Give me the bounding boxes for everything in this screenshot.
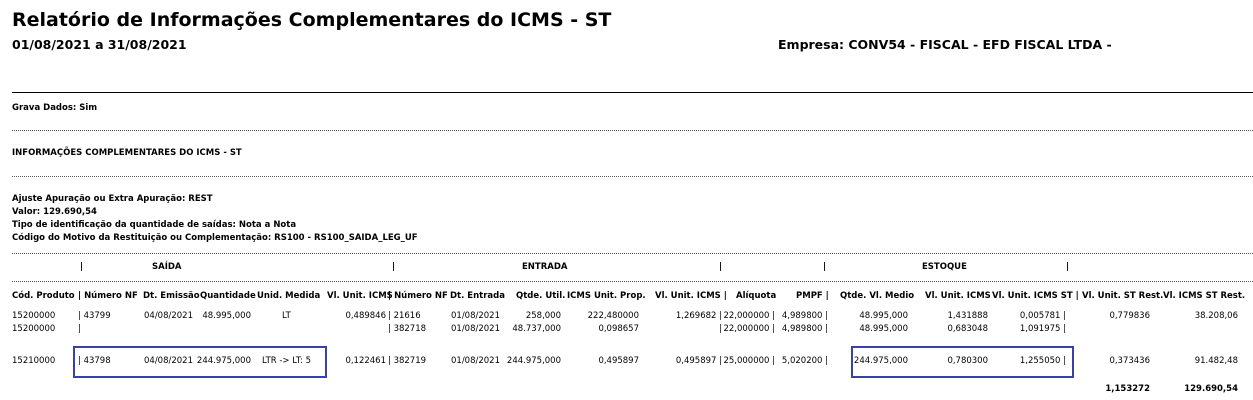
section-title: INFORMAÇÕES COMPLEMENTARES DO ICMS - ST [12,148,242,158]
table-cell: 0,683048 [947,324,988,334]
col-header: Qtde. Util. [516,291,566,301]
table-cell: 258,000 [525,311,561,321]
table-cell: 01/08/2021 [451,356,500,366]
col-header: Unid. Medida [257,291,321,301]
header-divider [12,92,1253,93]
table-cell: 91.482,48 [1194,356,1238,366]
col-header: Vl. Unit. ICMS [925,291,991,301]
table-cell: 1,091975 | [1019,324,1066,334]
dotted-divider [12,130,1253,131]
table-cell: 38.208,06 [1194,311,1238,321]
col-header: Vl. Unit. ICMS | [655,291,727,301]
table-cell: 22,000000 | [723,311,775,321]
group-separator: | [719,262,723,272]
total-vl-icms-st-rest: 129.690,54 [1184,384,1238,394]
col-header: Dt. Emissão [143,291,200,301]
table-cell: 4,989800 | [781,311,828,321]
info-line: Tipo de identificação da quantidade de s… [12,220,297,230]
col-header: Quantidade [200,291,256,301]
col-header: Vl. Unit. ICMS [327,291,393,301]
total-vl-unit-st-rest: 1,153272 [1105,384,1150,394]
table-cell: 0,005781 | [1019,311,1066,321]
col-header: Vl. ICMS ST Rest. [1163,291,1246,301]
table-cell: 15210000 [12,356,56,366]
table-cell: | 21616 [388,311,421,321]
company-name: Empresa: CONV54 - FISCAL - EFD FISCAL LT… [778,37,1112,52]
table-cell: 01/08/2021 [451,311,500,321]
highlight-box-saida [73,346,327,378]
table-cell: 48.995,000 [859,324,908,334]
col-header: Alíquota [736,291,777,301]
table-cell: | [78,324,81,334]
table-cell: 15200000 [12,324,56,334]
report-period: 01/08/2021 a 31/08/2021 [12,37,187,52]
table-cell: 0,495897 [598,356,639,366]
info-line: Valor: 129.690,54 [12,207,97,217]
col-header: ICMS Unit. Prop. [567,291,646,301]
table-cell: 04/08/2021 [144,356,193,366]
dotted-divider [12,253,1253,254]
col-header: PMPF | [796,291,829,301]
group-separator: | [392,262,396,272]
table-cell: | 43799 [78,311,111,321]
table-cell: 0,373436 [1109,356,1150,366]
info-line: Ajuste Apuração ou Extra Apuração: REST [12,194,213,204]
col-header: Dt. Entrada [450,291,505,301]
report-title: Relatório de Informações Complementares … [12,9,612,31]
table-cell: 15200000 [12,311,56,321]
info-line: Código do Motivo da Restituição ou Compl… [12,233,418,243]
table-cell: 244.975,000 [853,356,908,366]
table-cell: 222,480000 [587,311,639,321]
dotted-divider [12,176,1253,177]
table-cell: | [719,324,722,334]
table-cell: | 382718 [388,324,427,334]
col-header: Cód. Produto [12,291,75,301]
table-cell: LTR -> LT: 5 [262,356,312,366]
table-cell: 25,000000 | [723,356,775,366]
table-cell: 244.975,000 [196,356,251,366]
table-cell: 22,000000 | [723,324,775,334]
table-cell: 244.975,000 [506,356,561,366]
table-cell: 48.995,000 [202,311,251,321]
group-header-saida: SAÍDA [152,262,182,272]
table-cell: 01/08/2021 [451,324,500,334]
group-header-estoque: ESTOQUE [922,262,967,272]
dotted-divider [12,281,1253,282]
table-cell: 0,495897 | [675,356,722,366]
highlight-box-estoque [851,346,1074,378]
table-cell: LT [282,311,291,321]
table-cell: 5,020200 | [781,356,828,366]
table-cell: 48.995,000 [859,311,908,321]
table-cell: 0,489846 [345,311,386,321]
table-cell: 0,098657 [598,324,639,334]
table-cell: 1,255050 | [1019,356,1066,366]
group-separator: | [1066,262,1070,272]
grava-dados: Grava Dados: Sim [12,103,98,113]
col-header: Vl. Unit. ICMS ST | [992,291,1079,301]
table-cell: | 382719 [388,356,427,366]
table-cell: 48.737,000 [512,324,561,334]
col-header: Vl. Unit. ST Rest. [1082,291,1164,301]
table-cell: 1,431888 [947,311,988,321]
table-cell: 0,780300 [947,356,988,366]
col-header: Qtde. Vl. Medio [840,291,915,301]
col-header: | Número NF [78,291,138,301]
table-cell: 04/08/2021 [144,311,193,321]
col-header: | Número NF [388,291,448,301]
table-cell: 1,269682 | [675,311,722,321]
group-header-entrada: ENTRADA [522,262,568,272]
group-separator: | [823,262,827,272]
group-separator: | [80,262,84,272]
table-cell: | 43798 [78,356,111,366]
table-cell: 0,122461 [345,356,386,366]
table-cell: 4,989800 | [781,324,828,334]
table-cell: 0,779836 [1109,311,1150,321]
